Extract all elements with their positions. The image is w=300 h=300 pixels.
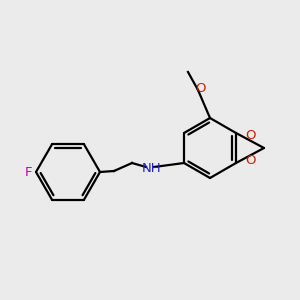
Text: O: O <box>195 82 205 95</box>
Text: F: F <box>25 166 32 178</box>
Text: O: O <box>246 154 256 167</box>
Text: NH: NH <box>142 161 162 175</box>
Text: O: O <box>246 129 256 142</box>
